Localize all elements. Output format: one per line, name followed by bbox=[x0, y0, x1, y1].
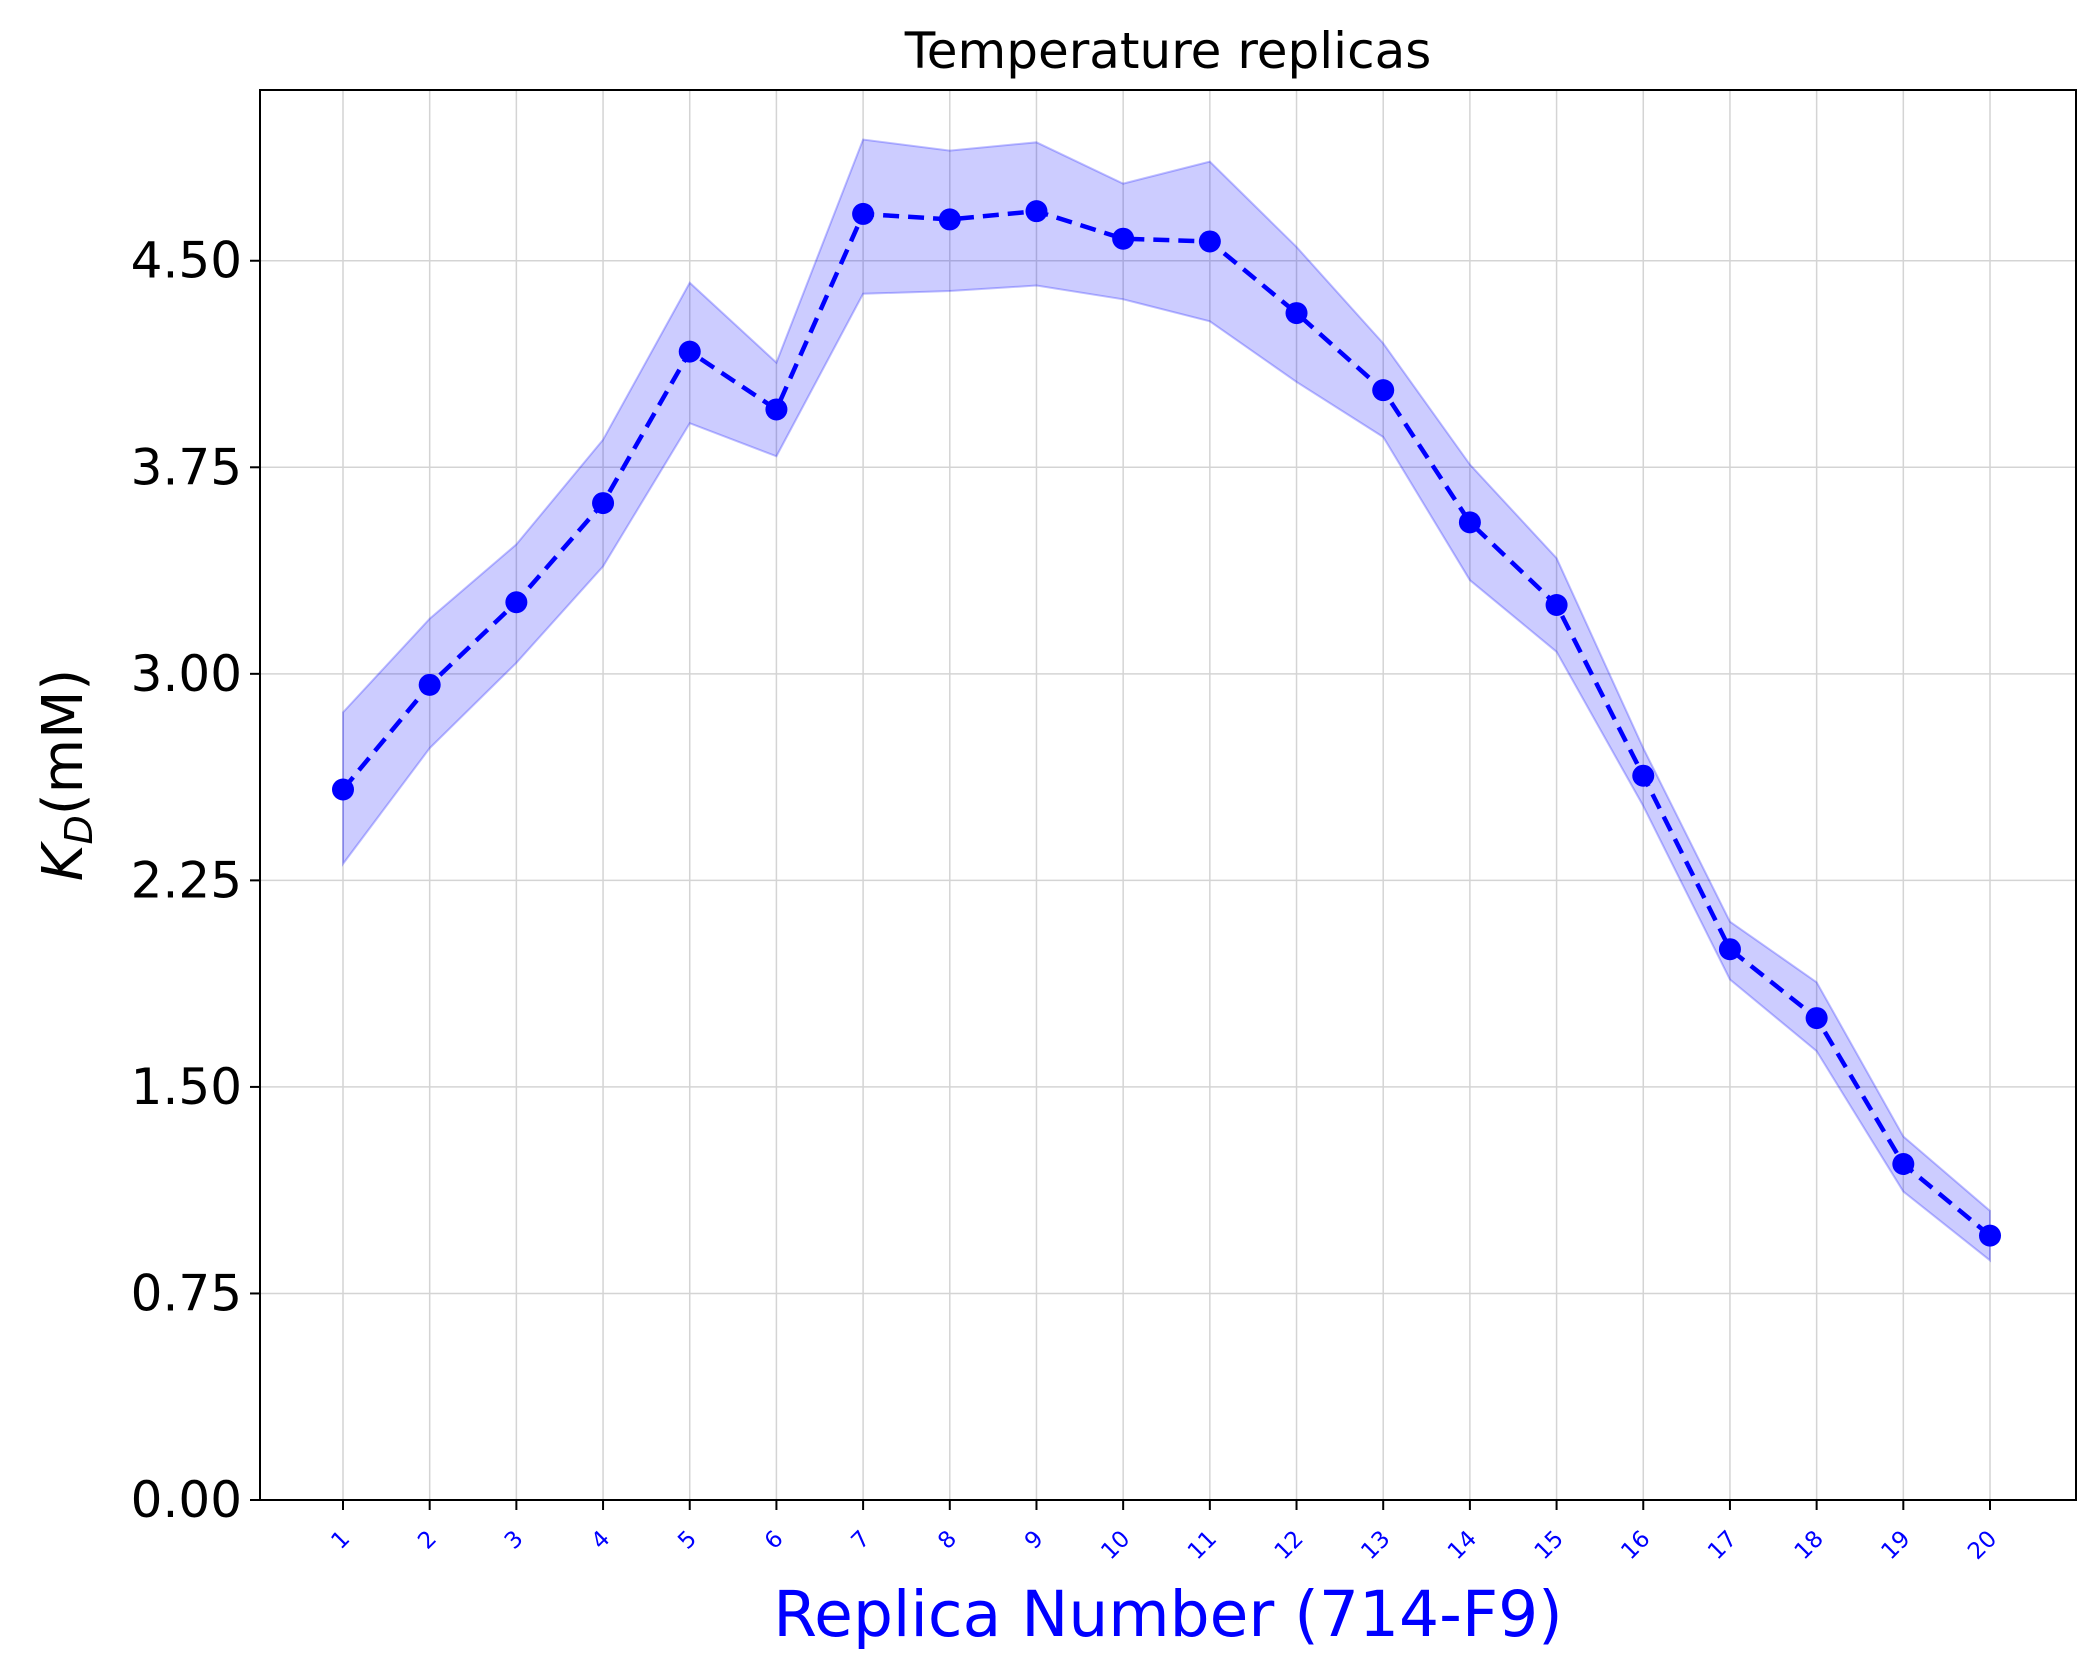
y-axis-label-subscript: D bbox=[57, 815, 101, 844]
data-point bbox=[1198, 230, 1221, 253]
data-point bbox=[852, 202, 875, 225]
data-point bbox=[1718, 938, 1741, 961]
y-tick-label: 0.75 bbox=[131, 1264, 242, 1322]
data-point bbox=[1805, 1007, 1828, 1030]
data-point bbox=[1285, 302, 1308, 325]
data-point bbox=[592, 492, 615, 515]
y-tick-label: 0.00 bbox=[131, 1471, 242, 1529]
data-point bbox=[1112, 227, 1135, 250]
data-point bbox=[418, 673, 441, 696]
y-axis-label: KD(mM) bbox=[31, 669, 101, 882]
data-point bbox=[1025, 200, 1048, 223]
data-point bbox=[1979, 1224, 2001, 1247]
data-point bbox=[765, 398, 788, 421]
y-tick-label: 3.00 bbox=[131, 645, 242, 703]
confidence-band bbox=[342, 138, 1991, 1263]
data-point bbox=[1372, 379, 1395, 402]
data-point bbox=[938, 208, 961, 231]
y-axis-label-unit: (mM) bbox=[31, 669, 96, 816]
y-tick-label: 3.75 bbox=[131, 438, 242, 496]
y-tick-label: 4.50 bbox=[131, 232, 242, 290]
data-point bbox=[1632, 764, 1655, 787]
y-tick-label: 2.25 bbox=[131, 851, 242, 909]
grid-layer bbox=[260, 90, 2076, 1501]
data-point bbox=[678, 340, 701, 363]
y-axis-label-main: K bbox=[31, 840, 96, 881]
plot-frame bbox=[259, 89, 2077, 1501]
data-point bbox=[505, 591, 528, 614]
band-layer bbox=[342, 138, 1991, 1263]
chart-title: Temperature replicas bbox=[904, 22, 1432, 80]
line-layer bbox=[341, 208, 1992, 1238]
x-axis-label: Replica Number (714-F9) bbox=[773, 1578, 1563, 1651]
y-axis-ticks: 0.00 0.75 1.50 2.25 3.00 3.75 4.50 bbox=[131, 232, 260, 1529]
series-line bbox=[341, 208, 1992, 1238]
data-point bbox=[1545, 593, 1568, 616]
point-layer bbox=[332, 200, 2001, 1247]
data-point bbox=[1458, 511, 1481, 534]
data-point bbox=[1892, 1153, 1915, 1176]
y-tick-label: 1.50 bbox=[131, 1058, 242, 1116]
data-point bbox=[332, 778, 354, 801]
